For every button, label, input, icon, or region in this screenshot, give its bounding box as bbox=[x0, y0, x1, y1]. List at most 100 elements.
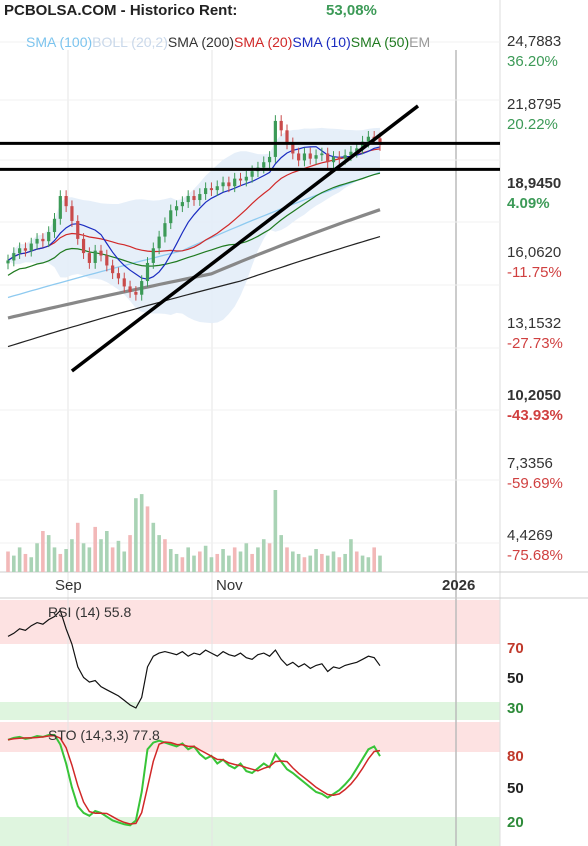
candle-body bbox=[198, 194, 202, 201]
volume-bar bbox=[163, 539, 167, 572]
volume-bar bbox=[273, 490, 278, 572]
percent-tick-label: -43.93% bbox=[507, 407, 563, 424]
volume-bar bbox=[378, 555, 382, 572]
candle-body bbox=[6, 260, 10, 264]
price-tick-label: 10,2050 bbox=[507, 387, 561, 404]
candle-body bbox=[111, 265, 115, 274]
price-tick-label: 18,9450 bbox=[507, 175, 561, 192]
candle-body bbox=[134, 291, 138, 295]
candle-body bbox=[320, 153, 324, 156]
percent-tick-label: -11.75% bbox=[507, 264, 562, 281]
volume-bar bbox=[227, 555, 231, 572]
price-tick-label: 13,1532 bbox=[507, 315, 561, 332]
candle-body bbox=[349, 151, 353, 156]
candle-body bbox=[157, 236, 161, 249]
volume-bar bbox=[325, 555, 330, 572]
candle-body bbox=[308, 153, 312, 159]
volume-bar bbox=[302, 557, 307, 572]
volume-bar bbox=[296, 553, 301, 572]
candle-body bbox=[297, 153, 301, 161]
bollinger-area bbox=[8, 127, 380, 324]
percent-tick-label: 36.20% bbox=[507, 53, 558, 70]
volume-bar bbox=[256, 547, 260, 572]
candle-body bbox=[326, 153, 330, 163]
sto-level-label: 80 bbox=[507, 748, 524, 765]
volume-bar bbox=[134, 498, 138, 572]
candle-body bbox=[302, 153, 307, 161]
volume-bar bbox=[6, 551, 10, 572]
candle-body bbox=[204, 188, 208, 195]
candle-body bbox=[105, 255, 109, 266]
volume-bar bbox=[128, 535, 132, 572]
candle-body bbox=[314, 155, 318, 159]
volume-bar bbox=[157, 535, 161, 572]
sto-level-label: 20 bbox=[507, 814, 524, 831]
sma-20-line bbox=[7, 148, 381, 261]
volume-bar bbox=[308, 555, 313, 572]
candle-body bbox=[227, 182, 231, 187]
sto-overbought-zone bbox=[0, 722, 500, 752]
price-axis: 24,7883 36.20% 21,8795 20.22% 18,9450 4.09% 16… bbox=[507, 33, 563, 564]
volume-bar bbox=[52, 547, 57, 572]
volume-bars bbox=[6, 490, 382, 572]
volume-bar bbox=[343, 553, 347, 572]
volume-bar bbox=[174, 553, 179, 572]
volume-bar bbox=[64, 549, 68, 572]
volume-bar bbox=[192, 555, 196, 572]
volume-bar bbox=[354, 551, 359, 572]
candle-body bbox=[145, 262, 150, 282]
rsi-level-label: 70 bbox=[507, 640, 524, 657]
candle-body bbox=[23, 248, 28, 251]
rsi-title: RSI (14) 55.8 bbox=[48, 604, 131, 620]
volume-bar bbox=[372, 547, 376, 572]
sto-level-label: 50 bbox=[507, 780, 524, 797]
volume-bar bbox=[17, 547, 22, 572]
rsi-level-label: 50 bbox=[507, 670, 524, 687]
volume-bar bbox=[12, 555, 16, 572]
volume-bar bbox=[168, 549, 173, 572]
volume-bar bbox=[261, 539, 266, 572]
legend-item: SMA (100) bbox=[26, 34, 93, 50]
candle-body bbox=[64, 196, 68, 207]
legend-item: SMA (10) bbox=[292, 34, 351, 50]
volume-bar bbox=[110, 547, 115, 572]
candle-body bbox=[76, 220, 80, 239]
volume-bar bbox=[186, 547, 190, 572]
volume-bar bbox=[232, 547, 237, 572]
rsi-panel: RSI (14) 55.8 70 50 30 bbox=[7, 604, 524, 717]
candle-body bbox=[250, 171, 254, 177]
percent-tick-label: 20.22% bbox=[507, 116, 558, 133]
volume-bar bbox=[366, 557, 371, 572]
volume-bar bbox=[198, 551, 202, 572]
volume-bar bbox=[35, 543, 39, 572]
sto-title: STO (14,3,3) 77.8 bbox=[48, 727, 160, 743]
volume-bar bbox=[209, 557, 214, 572]
volume-bar bbox=[203, 545, 208, 572]
page-title: PCBOLSA.COM - Historico Rent: bbox=[4, 2, 238, 19]
price-tick-label: 7,3356 bbox=[507, 455, 553, 472]
volume-bar bbox=[81, 543, 86, 572]
candle-body bbox=[140, 281, 144, 295]
candle-body bbox=[70, 206, 74, 221]
bollinger-band bbox=[8, 127, 380, 324]
support-resistance-lines bbox=[0, 141, 500, 171]
price-tick-label: 4,4269 bbox=[507, 527, 553, 544]
candle-body bbox=[151, 248, 155, 263]
candle-body bbox=[58, 196, 62, 219]
candle-body bbox=[122, 278, 126, 287]
volume-bar bbox=[58, 553, 63, 572]
candle-body bbox=[47, 232, 51, 242]
volume-bar bbox=[116, 540, 121, 572]
candle-body bbox=[93, 250, 97, 263]
candle-body bbox=[52, 218, 57, 233]
indicator-legend: SMA (100)BOLL (20,2)SMA (200)SMA (20)SMA… bbox=[26, 34, 430, 50]
volume-bar bbox=[105, 531, 109, 572]
sto-d-line bbox=[7, 734, 381, 825]
volume-bar bbox=[337, 557, 342, 572]
candle-body bbox=[12, 253, 16, 261]
volume-bar bbox=[41, 531, 45, 572]
candle-body bbox=[337, 156, 341, 159]
candle-body bbox=[169, 210, 173, 224]
price-tick-label: 16,0620 bbox=[507, 244, 561, 261]
candle-body bbox=[355, 148, 359, 152]
